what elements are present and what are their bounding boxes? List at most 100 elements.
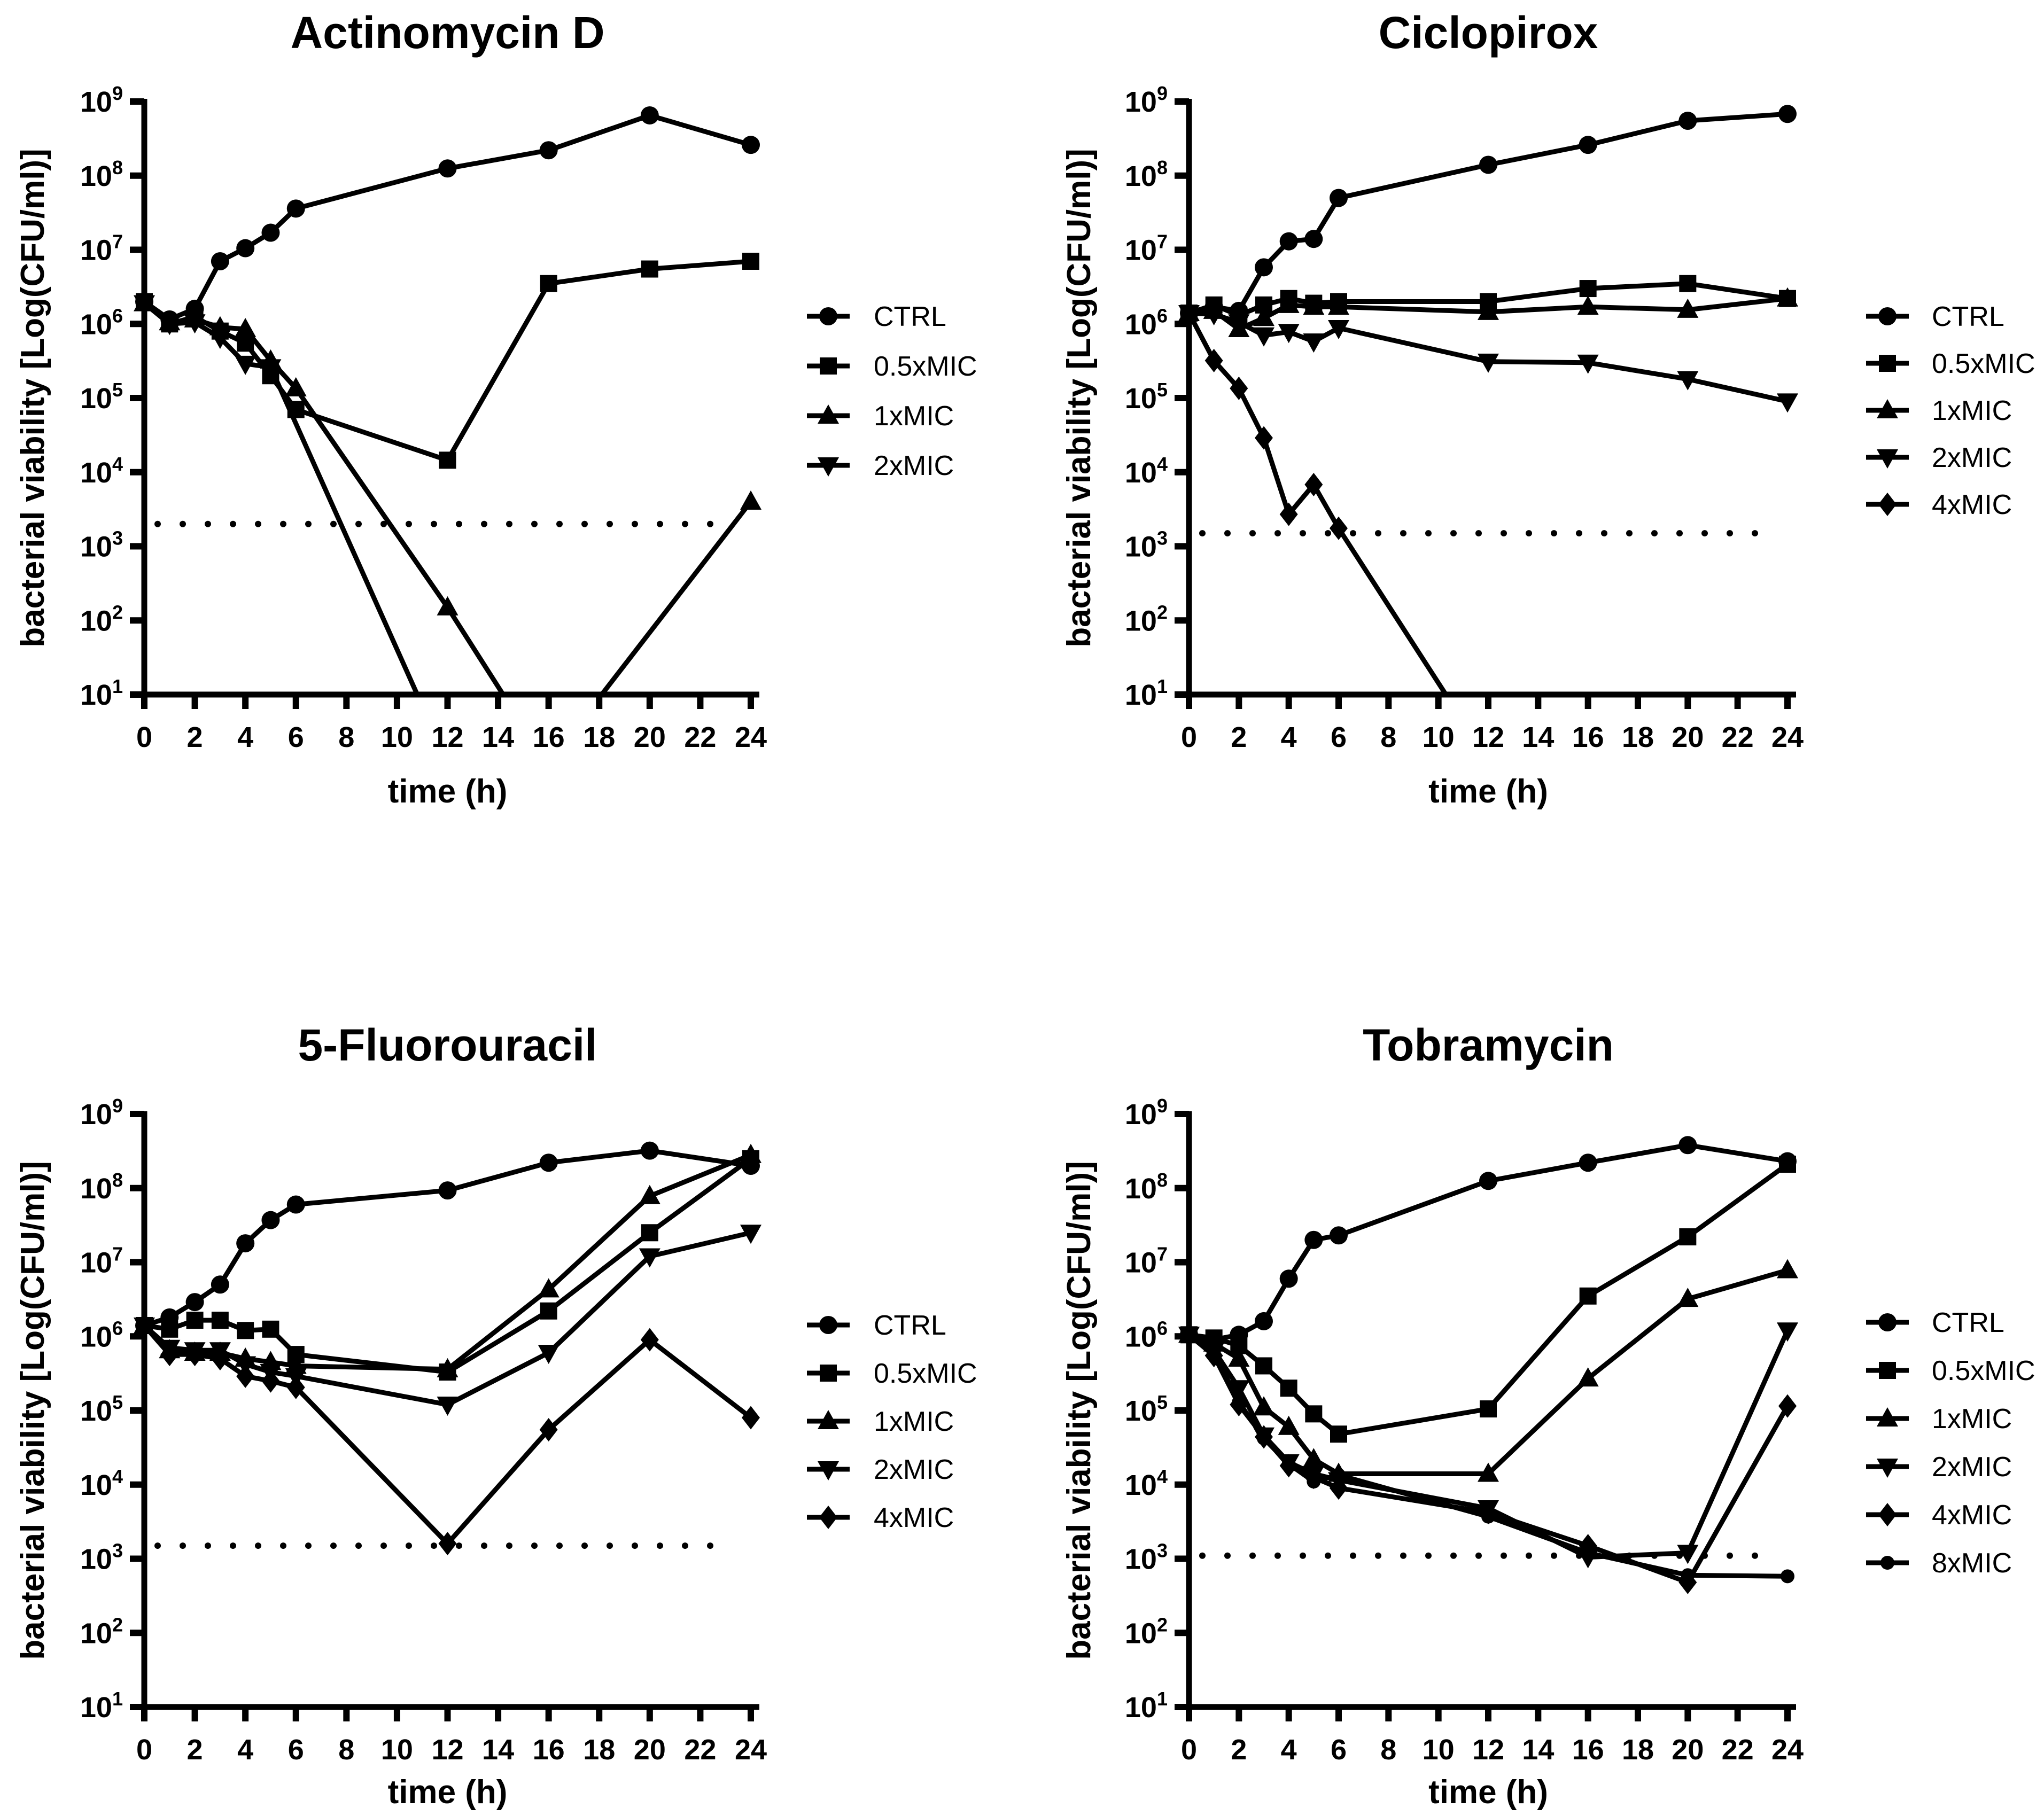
data-point-circle-icon [742, 136, 760, 154]
data-point-triangle-down-icon [1253, 327, 1274, 347]
data-point-circle-icon [1279, 232, 1298, 251]
data-point-circle-icon [236, 1234, 255, 1253]
detection-limit-dotted-line [1199, 530, 1758, 537]
data-point-triangle-down-icon [538, 1345, 559, 1365]
data-point-triangle-down-icon [437, 1397, 458, 1416]
x-tick-label: 24 [735, 1734, 767, 1766]
data-point-square-icon [211, 1312, 229, 1329]
x-tick-label: 14 [482, 721, 514, 753]
data-point-dot-icon [1182, 1328, 1196, 1342]
x-tick-label: 2 [187, 1734, 203, 1766]
y-tick-label: 108 [80, 1169, 123, 1205]
data-point-triangle-up-icon [1777, 287, 1798, 307]
y-axis-label: bacterial viability [Log(CFU/ml)] [14, 1161, 51, 1660]
data-point-triangle-up-icon [1478, 1462, 1499, 1482]
legend-item-CTRL: CTRL [1866, 1307, 2004, 1338]
chart-5-fluorouracil: 5-Fluorouracil bacterial viability [Log(C… [14, 1020, 977, 1811]
data-point-circle-icon [1279, 1269, 1298, 1288]
x-tick-label: 14 [1522, 1734, 1554, 1766]
y-tick-label: 104 [1125, 1466, 1168, 1501]
data-point-triangle-down-icon [1228, 314, 1250, 334]
series-line [143, 1148, 751, 1328]
x-tick-label: 20 [634, 721, 666, 753]
y-tick-label: 103 [80, 1540, 123, 1576]
data-point-diamond-icon [236, 1364, 255, 1388]
y-tick-label: 107 [1125, 1243, 1168, 1279]
y-tick-label: 104 [1125, 453, 1168, 489]
x-tick-label: 18 [583, 1734, 615, 1766]
data-point-triangle-up-icon [1328, 295, 1349, 315]
x-tick-label: 0 [1181, 1734, 1197, 1766]
legend-triangle-down-icon [818, 457, 839, 477]
data-point-square-icon [540, 275, 557, 292]
series-CTRL [1180, 1136, 1797, 1349]
y-tick-label: 105 [1125, 1391, 1168, 1427]
legend-item-1xMIC: 1xMIC [807, 1406, 954, 1437]
data-point-dot-icon [1281, 1457, 1296, 1471]
legend-circle-icon [819, 1316, 837, 1334]
legend-circle-icon [819, 307, 837, 325]
series-line [1187, 311, 1448, 696]
data-point-circle-icon [1330, 189, 1348, 207]
data-point-triangle-down-icon [1777, 1322, 1798, 1342]
data-point-square-icon [1280, 1379, 1297, 1397]
y-tick-label: 106 [80, 305, 123, 340]
data-point-triangle-up-icon [1303, 1448, 1325, 1468]
data-point-triangle-up-icon [1577, 295, 1599, 315]
x-tick-label: 16 [1572, 1734, 1604, 1766]
legend-label: CTRL [1932, 301, 2004, 332]
y-tick-label: 102 [80, 601, 123, 637]
series-CTRL [135, 1141, 760, 1335]
data-point-triangle-up-icon [1278, 293, 1300, 313]
legend-triangle-up-icon [818, 404, 839, 424]
x-tick-label: 12 [1472, 1734, 1504, 1766]
data-point-triangle-up-icon [1303, 295, 1325, 315]
y-tick-label: 108 [1125, 157, 1168, 192]
legend-label: 1xMIC [1932, 395, 2012, 426]
data-point-diamond-icon [539, 1418, 558, 1442]
y-tick-label: 101 [80, 1688, 123, 1724]
data-point-circle-icon [1579, 136, 1597, 154]
series-2xMIC [1178, 305, 1798, 413]
data-point-diamond-icon [286, 1375, 305, 1399]
data-point-triangle-down-icon [639, 1248, 660, 1268]
data-point-circle-icon [1304, 230, 1323, 248]
legend-circle-icon [1878, 307, 1897, 325]
legend-item-8xMIC: 8xMIC [1866, 1548, 2012, 1579]
legend-label: 1xMIC [1932, 1404, 2012, 1435]
data-point-triangle-up-icon [437, 1358, 458, 1377]
data-point-dot-icon [1681, 1568, 1695, 1583]
x-tick-label: 10 [381, 1734, 413, 1766]
data-point-triangle-down-icon [1677, 1545, 1699, 1564]
data-point-triangle-down-icon [740, 1225, 761, 1244]
data-point-square-icon [1679, 275, 1697, 292]
data-point-diamond-icon [1255, 426, 1273, 450]
y-tick-label: 107 [1125, 231, 1168, 267]
data-point-circle-icon [539, 141, 558, 160]
legend-label: 2xMIC [874, 1454, 954, 1485]
data-point-circle-icon [1579, 1153, 1597, 1172]
legend-label: 1xMIC [874, 401, 954, 432]
x-tick-label: 18 [1622, 721, 1654, 753]
data-point-square-icon [1305, 1405, 1323, 1423]
legend-label: 1xMIC [874, 1406, 954, 1437]
x-tick-label: 16 [533, 1734, 565, 1766]
legend-square-icon [1879, 1362, 1896, 1379]
data-point-circle-icon [286, 1195, 305, 1214]
x-tick-label: 20 [634, 1734, 666, 1766]
data-point-triangle-up-icon [437, 596, 458, 615]
y-tick-label: 109 [80, 82, 123, 118]
data-point-diamond-icon [135, 1313, 153, 1337]
data-point-circle-icon [640, 106, 659, 124]
y-tick-label: 109 [1125, 1095, 1168, 1131]
y-tick-label: 102 [1125, 1614, 1168, 1649]
y-axis-label: bacterial viability [Log(CFU/ml)] [1061, 149, 1098, 648]
axis-lines [141, 1111, 759, 1710]
data-point-triangle-down-icon [134, 295, 155, 315]
data-point-square-icon [641, 1224, 658, 1242]
data-point-square-icon [1255, 1357, 1272, 1375]
data-point-diamond-icon [261, 1369, 280, 1393]
series-1xMIC [134, 292, 761, 696]
data-point-triangle-up-icon [740, 1143, 761, 1163]
legend-item-CTRL: CTRL [807, 301, 946, 332]
